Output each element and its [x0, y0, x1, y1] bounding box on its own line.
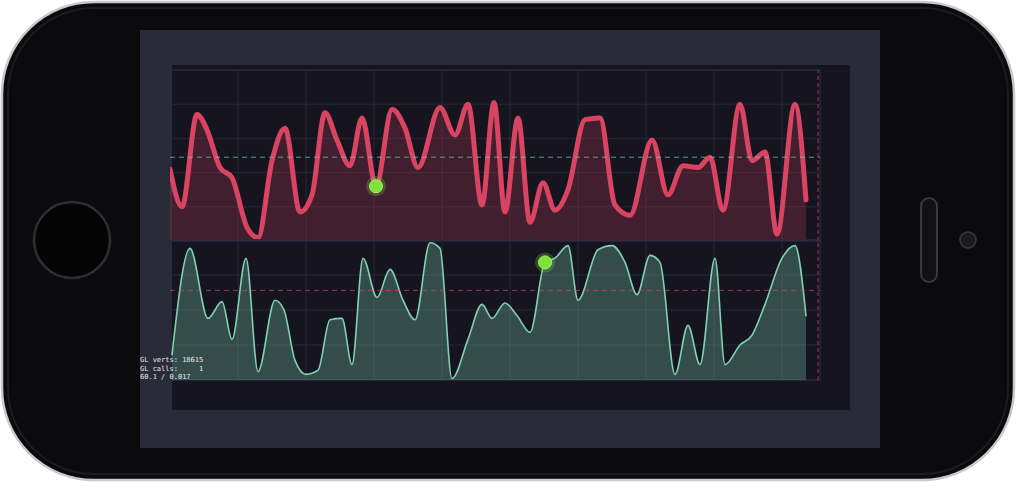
screen [140, 30, 880, 448]
grid [170, 70, 820, 241]
area-fill [170, 102, 806, 241]
cursor-line [818, 70, 819, 241]
threshold-line [170, 157, 820, 158]
plot-frame [170, 240, 820, 380]
plot-frame [170, 70, 820, 241]
chart-panel [170, 70, 820, 241]
annotation: GL verts: 18615 [140, 356, 203, 364]
cursor-line [818, 240, 819, 380]
highlight-glow [366, 176, 386, 196]
marks [170, 70, 820, 241]
marks [170, 240, 820, 380]
camera [960, 232, 976, 248]
grid-line-y [170, 310, 820, 311]
page: GL verts: 18615GL calls: 160.1 / 0.017 [0, 0, 1017, 483]
highlight-glow [535, 252, 555, 272]
threshold-line [170, 290, 820, 291]
phone-inner-edge [8, 8, 1008, 474]
annotations: GL verts: 18615GL calls: 160.1 / 0.017 [140, 356, 203, 381]
phone-frame [2, 2, 1014, 480]
phone-body [2, 2, 1014, 480]
grid-line-y [170, 275, 820, 276]
chart-panel [170, 240, 820, 380]
area-fill [172, 243, 806, 380]
series-line [172, 243, 806, 379]
highlight-point [370, 180, 383, 193]
speaker [921, 198, 937, 282]
home-button [34, 202, 110, 278]
highlight-point [539, 256, 552, 269]
annotation: 60.1 / 0.017 [140, 373, 191, 381]
series-line [170, 102, 806, 237]
grid [170, 240, 820, 380]
annotation: GL calls: 1 [140, 365, 203, 373]
